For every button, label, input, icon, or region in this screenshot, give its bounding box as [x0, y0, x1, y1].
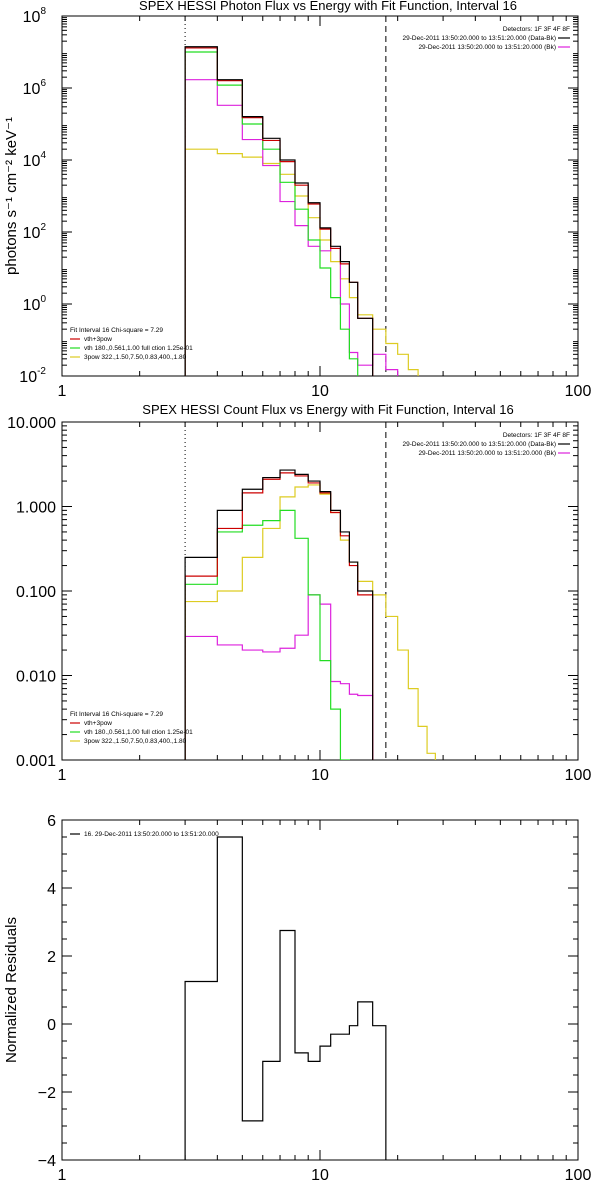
y-tick-exponent: 2 — [40, 222, 46, 233]
header-detectors: Detectors: 1F 3F 4F 8F — [503, 26, 570, 33]
y-tick-label: 0.100 — [16, 584, 56, 601]
y-tick-label: 0.010 — [16, 669, 56, 686]
count-flux-panel: 1 10 100 10.000 1.000 0.100 0.010 0.001 SPEX HES… — [7, 402, 592, 784]
series-data — [184, 46, 374, 376]
series-data — [184, 469, 387, 760]
y-tick-label: 108 — [23, 6, 47, 26]
x-tick-label: 1 — [58, 383, 67, 400]
y-tick-label: 4 — [47, 881, 56, 898]
header-line: 29-Dec-2011 13:50:20.000 to 13:51:20.000… — [418, 44, 556, 51]
series-powerlaw — [184, 79, 399, 376]
x-tick-label: 10 — [311, 1167, 329, 1184]
chart-title: SPEX HESSI Count Flux vs Energy with Fit… — [142, 402, 513, 417]
x-tick-label: 100 — [565, 1167, 592, 1184]
legend-entry: 3pow 322.,1.50,7.50,0.83,400.,1.80 — [84, 354, 187, 361]
residuals-panel: 1 10 100 6 4 2 0 −2 −4 Normalized Residuals 16. 29… — [3, 813, 591, 1184]
header-detectors: Detectors: 1F 3F 4F 8F — [503, 432, 570, 439]
x-tick-label: 100 — [565, 383, 592, 400]
series-thermal — [184, 51, 374, 376]
y-tick-exponent: -2 — [37, 366, 46, 377]
y-tick-exponent: 8 — [40, 6, 46, 17]
x-tick-label: 100 — [565, 767, 592, 784]
y-tick-label: 2 — [47, 949, 56, 966]
series-background — [184, 148, 444, 376]
legend-entry: 16. 29-Dec-2011 13:50:20.000 to 13:51:20… — [84, 831, 219, 838]
legend-heading: Fit Interval 16 Chi-square = 7.29 — [70, 711, 163, 718]
x-tick-label: 10 — [311, 767, 329, 784]
y-tick-label: 104 — [23, 150, 47, 170]
x-tick-label: 10 — [311, 383, 329, 400]
series-powerlaw — [184, 594, 374, 760]
plot-frame — [61, 819, 579, 1161]
x-tick-label: 1 — [58, 1167, 67, 1184]
y-tick-label: 0.001 — [16, 753, 56, 770]
y-axis-label: Normalized Residuals — [3, 917, 20, 1063]
y-tick-label: −2 — [38, 1085, 56, 1102]
header-line: 29-Dec-2011 13:50:20.000 to 13:51:20.000… — [418, 450, 556, 457]
legend-entry: vth+3pow — [84, 336, 112, 343]
y-tick-exponent: 0 — [40, 294, 46, 305]
series-background — [184, 484, 444, 760]
legend-heading: Fit Interval 16 Chi-square = 7.29 — [70, 327, 163, 334]
y-tick-label: 10.000 — [7, 415, 56, 432]
y-tick-label: 106 — [23, 78, 47, 98]
legend-entry: vth 180.,0.561,1.00 full ction 1.25e-01 — [84, 729, 193, 736]
y-tick-label: 102 — [23, 222, 47, 242]
series-data — [184, 836, 387, 1160]
y-tick-label: 100 — [23, 294, 47, 314]
series-total — [184, 47, 374, 376]
header-line: 29-Dec-2011 13:50:20.000 to 13:51:20.000… — [403, 35, 556, 42]
legend-entry: vth 180.,0.561,1.00 full ction 1.25e-01 — [84, 345, 193, 352]
x-tick-label: 1 — [58, 767, 67, 784]
plot-frame — [61, 421, 579, 761]
plot-frame — [61, 15, 579, 377]
series-thermal — [184, 509, 359, 760]
y-tick-exponent: 4 — [40, 150, 46, 161]
y-tick-label: 1.000 — [16, 500, 56, 517]
header-line: 29-Dec-2011 13:50:20.000 to 13:51:20.000… — [403, 441, 556, 448]
y-tick-label: 10-2 — [19, 366, 46, 386]
chart-title: SPEX HESSI Photon Flux vs Energy with Fi… — [139, 0, 517, 13]
y-tick-label: −4 — [38, 1153, 56, 1170]
y-axis-label: photons s⁻¹ cm⁻² keV⁻¹ — [3, 117, 20, 275]
y-tick-label: 0 — [47, 1017, 56, 1034]
y-tick-exponent: 6 — [40, 78, 46, 89]
legend-entry: vth+3pow — [84, 720, 112, 727]
y-tick-label: 6 — [47, 813, 56, 830]
series-total — [184, 472, 374, 760]
legend-entry: 3pow 322.,1.50,7.50,0.83,400.,1.80 — [84, 738, 187, 745]
photon-flux-panel: 1 10 100 108 106 104 102 100 10-2 SPEX HESSI Phot… — [3, 0, 592, 400]
